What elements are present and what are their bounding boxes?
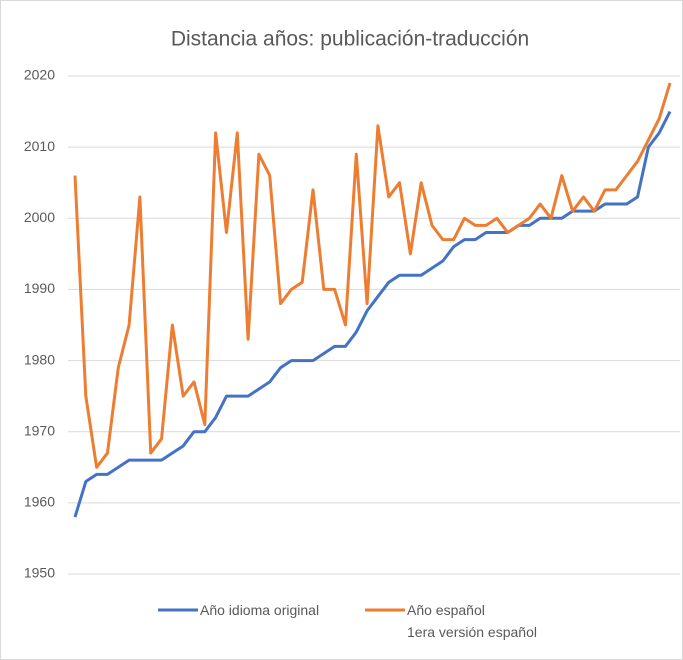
y-tick-label: 2020 bbox=[24, 67, 55, 83]
legend-label: Año español 1era versión español bbox=[407, 602, 537, 640]
line-series bbox=[73, 82, 672, 469]
y-tick-label: 1990 bbox=[24, 280, 55, 296]
line-series bbox=[73, 110, 672, 518]
y-tick-label: 1950 bbox=[24, 565, 55, 581]
legend-label: Año idioma original bbox=[200, 602, 320, 618]
y-tick-label: 2000 bbox=[24, 209, 55, 225]
chart-title: Distancia años: publicación-traducción bbox=[171, 28, 529, 51]
y-tick-label: 1980 bbox=[24, 351, 55, 367]
y-tick-label: 2010 bbox=[24, 138, 55, 154]
y-tick-label: 1960 bbox=[24, 494, 55, 510]
y-tick-label: 1970 bbox=[24, 422, 55, 438]
